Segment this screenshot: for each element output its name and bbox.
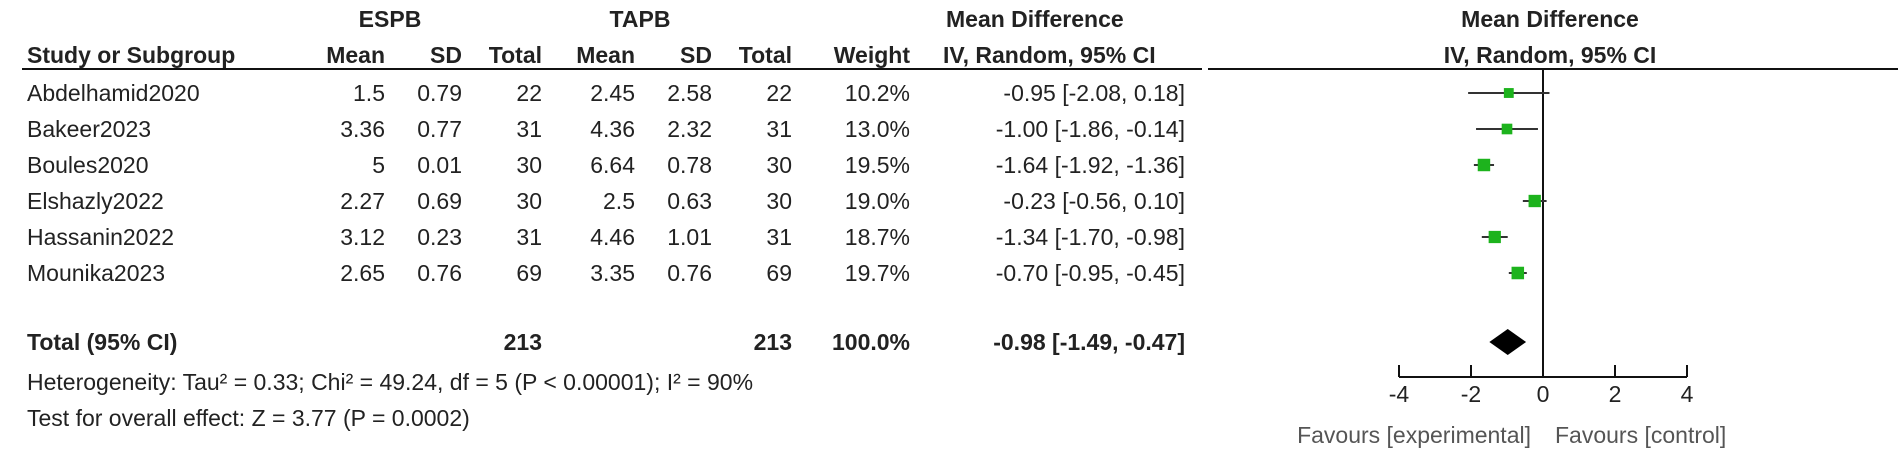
effect-column-title: Mean Difference — [946, 6, 1124, 32]
group1-sd: 0.79 — [417, 80, 462, 106]
header-rule-table — [22, 68, 1202, 70]
effect-column-method: IV, Random, 95% CI — [943, 42, 1156, 68]
x-tick-label: 0 — [1537, 381, 1550, 407]
group1-sd: 0.01 — [417, 152, 462, 178]
group2-total: 30 — [766, 152, 792, 178]
x-axis-ticks: -4 -2 0 2 4 — [1389, 365, 1694, 407]
x-tick-label: 4 — [1681, 381, 1694, 407]
study-ci-text: -1.34 [-1.70, -0.98] — [995, 224, 1185, 250]
group1-total: 30 — [516, 188, 542, 214]
study-weight: 19.0% — [844, 188, 910, 214]
group2-mean: 4.46 — [590, 224, 635, 250]
group2-mean: 4.36 — [590, 116, 635, 142]
group2-mean: 2.5 — [603, 188, 635, 214]
total-weight: 100.0% — [831, 329, 910, 355]
study-ci-text: -0.70 [-0.95, -0.45] — [995, 260, 1185, 286]
study-weight: 10.2% — [844, 80, 910, 106]
group1-total: 31 — [516, 116, 542, 142]
study-ci-text: -0.95 [-2.08, 0.18] — [1003, 80, 1185, 106]
group2-total: 69 — [766, 260, 792, 286]
group2-sd-header: SD — [680, 42, 712, 68]
group1-sd: 0.69 — [417, 188, 462, 214]
study-weight: 13.0% — [844, 116, 910, 142]
x-tick-label: -4 — [1389, 381, 1410, 407]
group2-sd: 0.78 — [667, 152, 712, 178]
study-name: Mounika2023 — [27, 260, 166, 286]
study-name: Abdelhamid2020 — [27, 80, 200, 106]
group1-header: ESPB — [358, 6, 422, 32]
total-group2-n: 213 — [753, 329, 792, 355]
pooled-diamond — [1489, 329, 1527, 355]
weight-header: Weight — [833, 42, 910, 68]
group2-total: 30 — [766, 188, 792, 214]
group1-sd: 0.76 — [417, 260, 462, 286]
group2-mean: 6.64 — [590, 152, 635, 178]
group2-mean: 3.35 — [590, 260, 635, 286]
group2-sd: 1.01 — [667, 224, 712, 250]
group2-total: 22 — [766, 80, 792, 106]
group2-sd: 2.58 — [667, 80, 712, 106]
study-ci-text: -1.00 [-1.86, -0.14] — [995, 116, 1185, 142]
group1-mean: 3.36 — [340, 116, 385, 142]
total-group1-n: 213 — [503, 329, 542, 355]
group2-total: 31 — [766, 224, 792, 250]
x-tick-label: -2 — [1461, 381, 1481, 407]
group2-sd: 0.63 — [667, 188, 712, 214]
x-tick-label: 2 — [1609, 381, 1622, 407]
group2-mean: 2.45 — [590, 80, 635, 106]
group1-total: 30 — [516, 152, 542, 178]
group2-mean-header: Mean — [576, 42, 635, 68]
group1-mean: 5 — [372, 152, 385, 178]
study-name: Elshazly2022 — [27, 188, 164, 214]
study-name: Boules2020 — [27, 152, 149, 178]
study-name: Hassanin2022 — [27, 224, 175, 250]
group2-sd: 0.76 — [667, 260, 712, 286]
total-ci-text: -0.98 [-1.49, -0.47] — [993, 329, 1185, 355]
group1-sd: 0.23 — [417, 224, 462, 250]
favours-left-label: Favours [experimental] — [1297, 422, 1531, 448]
study-name: Bakeer2023 — [27, 116, 152, 142]
point-estimate-square — [1528, 194, 1541, 208]
overall-effect-text: Test for overall effect: Z = 3.77 (P = 0… — [27, 405, 470, 431]
group1-total: 22 — [516, 80, 542, 106]
point-estimate-square — [1501, 123, 1513, 135]
point-estimate-square — [1511, 266, 1525, 280]
study-ci-text: -1.64 [-1.92, -1.36] — [995, 152, 1185, 178]
group1-mean-header: Mean — [326, 42, 385, 68]
group1-mean: 2.27 — [340, 188, 385, 214]
plot-title: Mean Difference — [1461, 6, 1639, 32]
study-weight: 18.7% — [844, 224, 910, 250]
study-ci-text: -0.23 [-0.56, 0.10] — [1003, 188, 1185, 214]
study-weight: 19.5% — [844, 152, 910, 178]
point-estimate-square — [1488, 230, 1501, 244]
plot-method: IV, Random, 95% CI — [1443, 42, 1657, 68]
group1-mean: 2.65 — [340, 260, 385, 286]
group2-sd: 2.32 — [667, 116, 712, 142]
group1-sd-header: SD — [430, 42, 462, 68]
total-label: Total (95% CI) — [27, 329, 178, 355]
header-rule-plot — [1208, 68, 1898, 70]
group1-mean: 3.12 — [340, 224, 385, 250]
group2-header: TAPB — [609, 6, 671, 32]
point-estimate-square — [1503, 88, 1514, 98]
favours-right-label: Favours [control] — [1555, 422, 1726, 448]
point-estimate-square — [1477, 158, 1491, 172]
group2-total: 31 — [766, 116, 792, 142]
group1-total: 69 — [516, 260, 542, 286]
group2-total-header: Total — [738, 42, 792, 68]
study-weight: 19.7% — [844, 260, 910, 286]
group1-total: 31 — [516, 224, 542, 250]
heterogeneity-text: Heterogeneity: Tau² = 0.33; Chi² = 49.24… — [27, 369, 754, 395]
group1-total-header: Total — [488, 42, 542, 68]
study-marks — [1468, 88, 1550, 280]
study-column-header: Study or Subgroup — [27, 42, 236, 68]
group1-mean: 1.5 — [353, 80, 385, 106]
group1-sd: 0.77 — [417, 116, 462, 142]
